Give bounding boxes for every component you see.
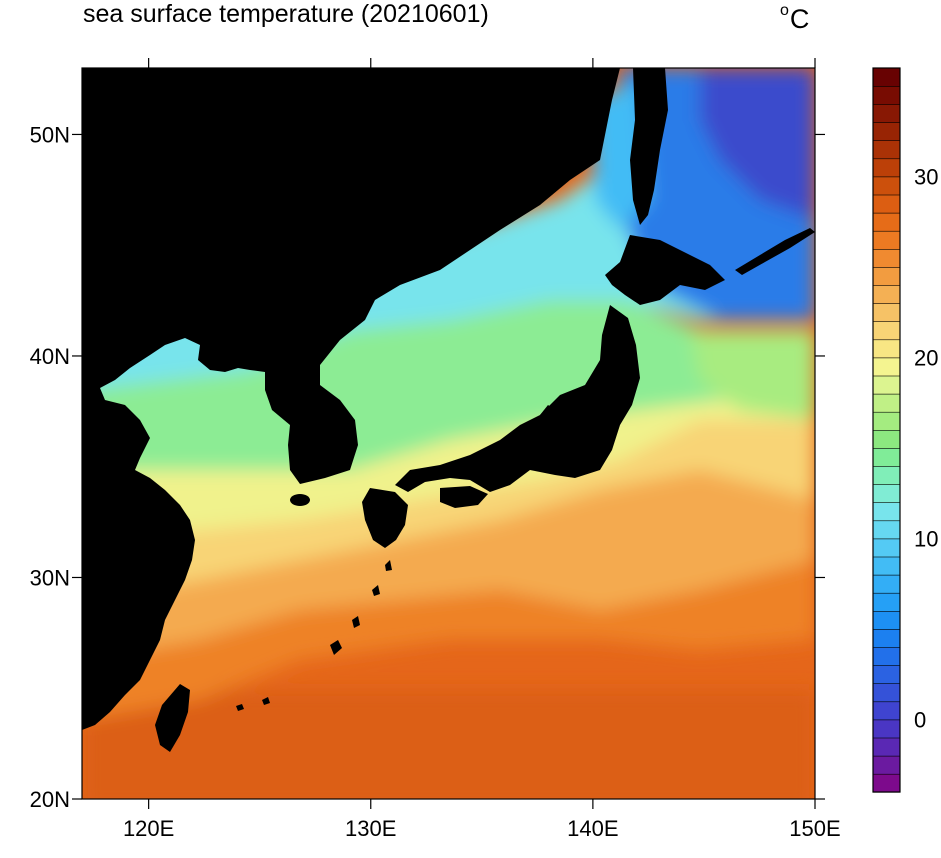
lat-tick-label: 30N [30, 565, 70, 590]
colorbar-label: 0 [914, 708, 926, 733]
colorbar-swatch [872, 592, 901, 612]
colorbar-swatch [872, 574, 901, 594]
colorbar-swatch [872, 230, 901, 250]
colorbar-swatch [872, 502, 901, 522]
colorbar-swatch [872, 773, 901, 793]
lat-tick-label: 40N [30, 344, 70, 369]
lon-tick-label: 140E [567, 816, 618, 841]
colorbar-frame [872, 67, 901, 793]
colorbar-swatch [872, 339, 901, 359]
colorbar-label: 30 [914, 165, 938, 190]
colorbar-swatch [872, 737, 901, 757]
colorbar-swatch [872, 284, 901, 304]
colorbar: 0 10 20 30 [872, 67, 938, 793]
colorbar-swatch [872, 646, 901, 666]
chart-title: sea surface temperature (20210601) [83, 0, 489, 28]
colorbar-swatch [872, 483, 901, 503]
colorbar-swatch [872, 212, 901, 232]
unit-label: oC [780, 2, 809, 35]
map-area [82, 68, 815, 799]
lat-tick-label: 20N [30, 787, 70, 812]
lon-tick-label: 130E [345, 816, 396, 841]
land [82, 68, 815, 752]
colorbar-swatch [872, 556, 901, 576]
colorbar-swatch [872, 67, 901, 87]
colorbar-swatch [872, 520, 901, 540]
colorbar-swatch [872, 538, 901, 558]
colorbar-swatch [872, 465, 901, 485]
colorbar-swatch [872, 411, 901, 431]
colorbar-swatch [872, 701, 901, 721]
colorbar-label: 10 [914, 527, 938, 552]
lon-tick-label: 120E [123, 816, 174, 841]
colorbar-swatch [872, 158, 901, 178]
map-frame [81, 67, 816, 800]
lon-tick-label: 150E [789, 816, 840, 841]
unit-letter: C [789, 4, 810, 34]
colorbar-swatch [872, 176, 901, 196]
colorbar-swatch [872, 194, 901, 214]
colorbar-swatch [872, 375, 901, 395]
colorbar-swatch [872, 719, 901, 739]
colorbar-swatch [872, 266, 901, 286]
lat-tick-label: 50N [30, 122, 70, 147]
colorbar-swatch [872, 248, 901, 268]
colorbar-swatch [872, 429, 901, 449]
colorbar-swatch [872, 447, 901, 467]
colorbar-swatch [872, 122, 901, 142]
colorbar-swatch [872, 755, 901, 775]
colorbar-swatch [872, 664, 901, 684]
colorbar-swatch [872, 683, 901, 703]
colorbar-swatch [872, 357, 901, 377]
colorbar-label: 20 [914, 346, 938, 371]
colorbar-swatch [872, 628, 901, 648]
colorbar-swatch [872, 610, 901, 630]
colorbar-swatch [872, 85, 901, 105]
colorbar-swatch [872, 393, 901, 413]
degree-symbol: o [780, 2, 789, 19]
map-axes: 20N 30N 40N 50N 120E 130E 140E 150E [30, 58, 841, 841]
colorbar-swatch [872, 321, 901, 341]
colorbar-swatch [872, 103, 901, 123]
colorbar-swatch [872, 302, 901, 322]
colorbar-swatch [872, 140, 901, 160]
